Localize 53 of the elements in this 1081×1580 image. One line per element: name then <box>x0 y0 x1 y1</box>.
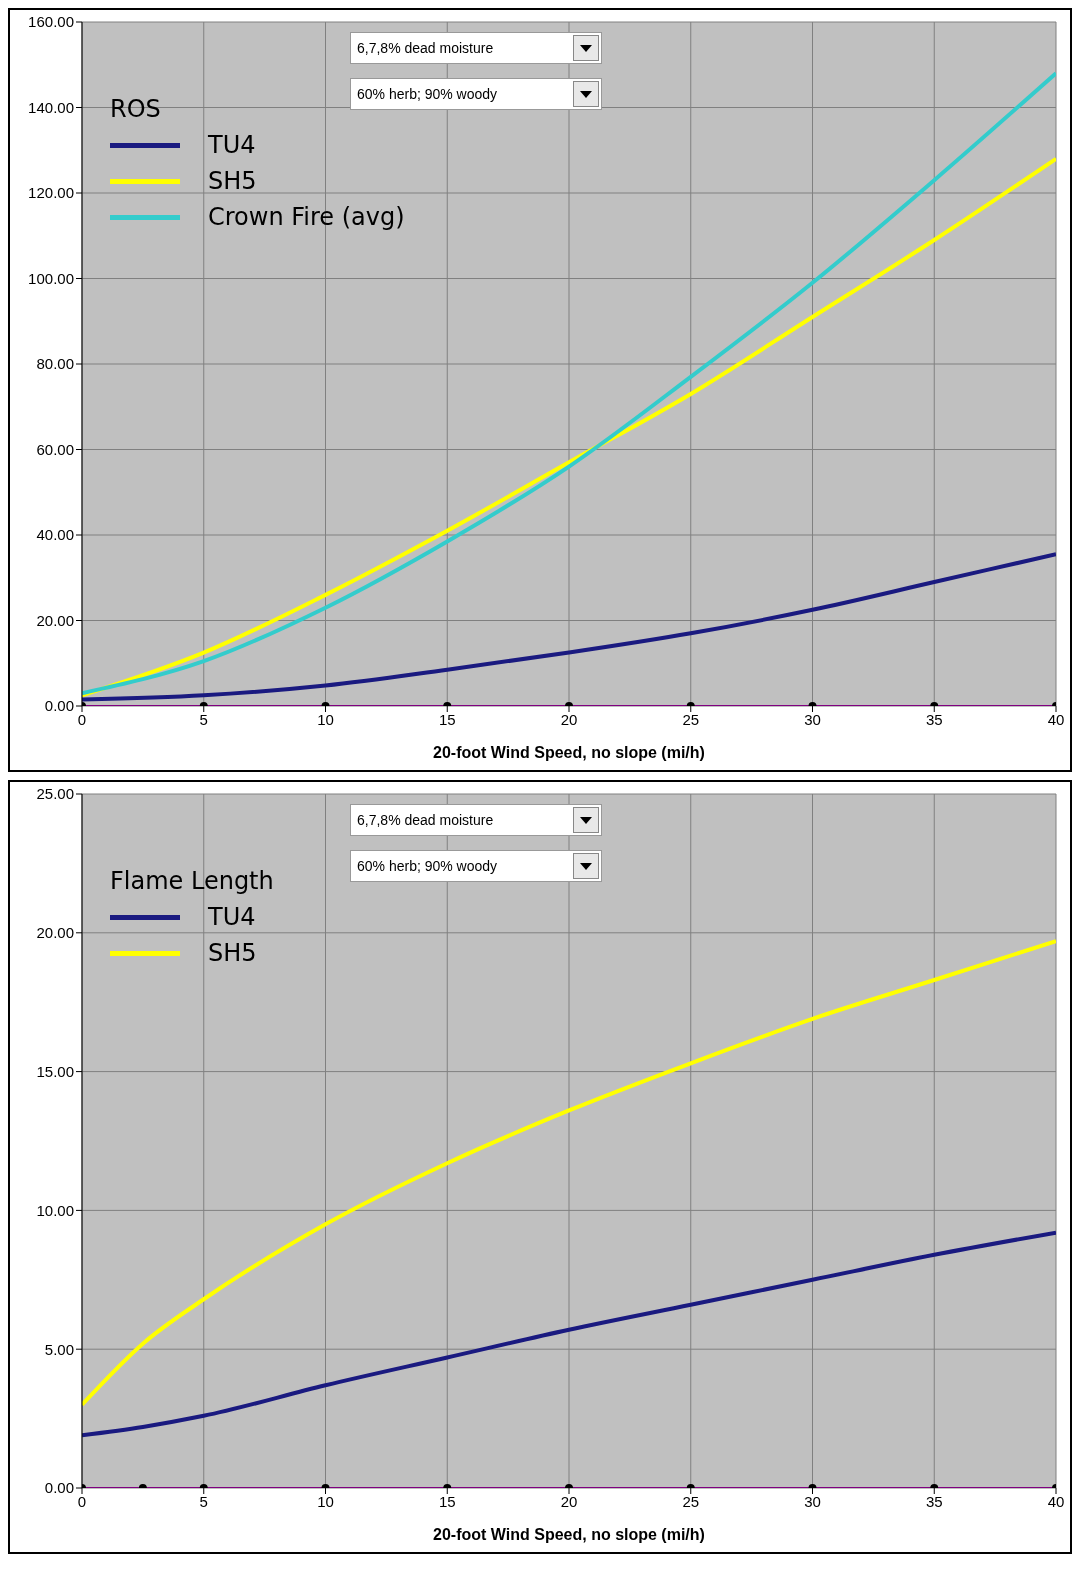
dropdown-field: 60% herb; 90% woody <box>350 850 602 882</box>
legend-label: SH5 <box>208 167 257 195</box>
x-tick-label: 15 <box>438 1492 456 1510</box>
line-series <box>82 939 1056 1407</box>
y-tick-label: 5.00 <box>44 1340 74 1358</box>
dropdown-field: 6,7,8% dead moisture <box>350 32 602 64</box>
line-series <box>82 552 1056 702</box>
y-tick-label: 120.00 <box>28 184 74 202</box>
dropdown-field: 60% herb; 90% woody <box>350 78 602 110</box>
x-tick-label: 35 <box>925 710 943 728</box>
x-axis-title: 20-foot Wind Speed, no slope (mi/h) <box>433 744 705 761</box>
annotation: 6,7,8% dead moisture <box>356 40 495 56</box>
legend-label: TU4 <box>208 903 256 931</box>
x-tick-label: 0 <box>77 1492 87 1510</box>
y-tick-label: 0.00 <box>44 1479 74 1497</box>
legend-label: Crown Fire (avg) <box>208 203 405 231</box>
legend-label: SH5 <box>208 939 257 967</box>
x-tick-label: 30 <box>804 710 821 728</box>
y-tick-label: 40.00 <box>36 526 74 544</box>
x-tick-label: 15 <box>438 710 456 728</box>
x-tick-label: 35 <box>925 1492 943 1510</box>
x-tick-label: 20 <box>560 1492 578 1510</box>
x-tick-label: 40 <box>1047 710 1065 728</box>
x-tick-label: 40 <box>1047 1492 1065 1510</box>
annotation: 60% herb; 90% woody <box>356 858 499 874</box>
y-tick-label: 140.00 <box>28 98 74 116</box>
x-axis-title: 20-foot Wind Speed, no slope (mi/h) <box>433 1526 705 1543</box>
x-tick-label: 0 <box>77 710 87 728</box>
annotation: 60% herb; 90% woody <box>356 86 499 102</box>
x-tick-label: 20 <box>560 710 578 728</box>
y-tick-label: 20.00 <box>36 611 74 629</box>
x-tick-label: 5 <box>199 710 208 728</box>
y-tick-label: 80.00 <box>36 355 74 373</box>
y-tick-label: 60.00 <box>36 440 74 458</box>
y-tick-label: 20.00 <box>36 924 74 942</box>
annotation: 6,7,8% dead moisture <box>356 812 495 828</box>
y-tick-label: 15.00 <box>36 1062 74 1080</box>
y-tick-label: 100.00 <box>28 269 74 287</box>
dropdown-field: 6,7,8% dead moisture <box>350 804 602 836</box>
x-tick-label: 5 <box>199 1492 208 1510</box>
x-tick-label: 30 <box>804 1492 821 1510</box>
legend-title: Flame Length <box>110 867 274 895</box>
y-tick-label: 0.00 <box>44 697 74 715</box>
line-series <box>82 1230 1056 1438</box>
x-tick-label: 10 <box>317 1492 334 1510</box>
legend-label: TU4 <box>208 131 256 159</box>
y-tick-label: 25.00 <box>36 785 74 803</box>
x-tick-label: 25 <box>682 1492 700 1510</box>
x-tick-label: 10 <box>317 710 334 728</box>
x-tick-label: 25 <box>682 710 700 728</box>
y-tick-label: 160.00 <box>28 13 74 31</box>
y-tick-label: 10.00 <box>36 1201 74 1219</box>
legend-title: ROS <box>110 95 161 123</box>
